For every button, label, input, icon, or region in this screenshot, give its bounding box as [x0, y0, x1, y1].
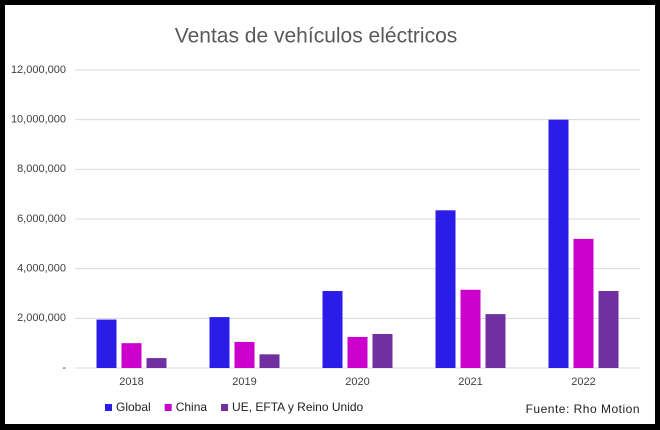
y-tick-label: 8,000,000 [17, 163, 66, 175]
x-tick-label: 2019 [232, 376, 256, 388]
bar [209, 317, 230, 368]
bar [347, 336, 368, 368]
x-tick-label: 2018 [119, 376, 143, 388]
x-tick-label: 2020 [345, 376, 369, 388]
legend-marker [221, 404, 229, 411]
legend-label: UE, EFTA y Reino Unido [232, 400, 363, 414]
bar [573, 238, 594, 368]
y-tick-label: 4,000,000 [17, 263, 66, 275]
legend-marker [105, 404, 112, 411]
bar [259, 354, 280, 368]
bar [96, 319, 117, 368]
bar [146, 358, 167, 368]
bar [322, 291, 343, 368]
bar [485, 314, 506, 368]
y-tick-label: 2,000,000 [17, 312, 66, 324]
y-tick-label: - [62, 362, 66, 374]
bar [372, 333, 393, 368]
y-tick-label: 10,000,000 [11, 114, 66, 126]
y-tick-label: 6,000,000 [17, 213, 66, 225]
source-note: Fuente: Rho Motion [526, 402, 640, 416]
y-tick-label: 12,000,000 [11, 64, 66, 76]
bar [234, 341, 255, 368]
bar [548, 119, 569, 369]
legend-label: Global [116, 400, 151, 414]
bar [460, 289, 481, 368]
x-tick-label: 2021 [458, 376, 482, 388]
bar [121, 343, 142, 368]
chart-title: Ventas de vehículos eléctricos [175, 25, 458, 48]
x-tick-label: 2022 [571, 376, 595, 388]
bar [435, 210, 456, 368]
bar [598, 291, 619, 368]
legend-marker [164, 404, 172, 411]
legend-label: China [176, 400, 208, 414]
